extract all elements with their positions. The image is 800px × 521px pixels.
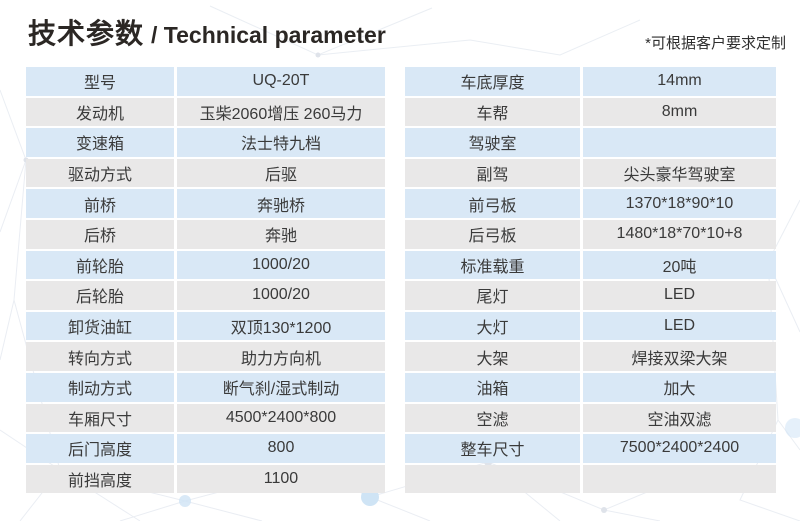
spec-value: 800 (177, 434, 385, 463)
spec-label: 车帮 (405, 97, 583, 127)
spec-value: 加大 (583, 372, 776, 402)
spec-label: 后门高度 (26, 434, 177, 463)
page-title-zh: 技术参数 (28, 18, 145, 49)
spec-label: 车底厚度 (405, 67, 583, 96)
spec-value: LED (583, 311, 776, 341)
spec-value: 奔驰桥 (177, 189, 385, 218)
spec-label: 前轮胎 (26, 250, 177, 280)
table-row: 副驾 尖头豪华驾驶室 (405, 158, 776, 188)
spec-label: 制动方式 (26, 372, 177, 402)
table-row: 车厢尺寸 4500*2400*800 (26, 403, 385, 433)
spec-value: 8mm (583, 97, 776, 127)
table-row (405, 464, 776, 494)
table-row: 油箱 加大 (405, 372, 776, 402)
spec-label: 发动机 (26, 97, 177, 127)
header: 技术参数 / Technical parameter *可根据客户要求定制 (0, 0, 800, 65)
spec-table-left: 型号 UQ-20T 发动机 玉柴2060增压 260马力 变速箱 法士特九档 驱动方式 后驱前… (26, 65, 385, 495)
table-row: 标准载重 20吨 (405, 250, 776, 280)
spec-table-right: 车底厚度 14mm 车帮 8mm 驾驶室 副驾 尖头豪华驾驶室 前弓板 1370*18*90*1… (405, 65, 776, 495)
spec-value: 1480*18*70*10+8 (583, 219, 776, 249)
spec-value: 双顶130*1200 (177, 311, 385, 341)
spec-value: UQ-20T (177, 67, 385, 96)
spec-label: 前桥 (26, 189, 177, 218)
spec-value: 后驱 (177, 158, 385, 188)
spec-value: 法士特九档 (177, 128, 385, 157)
spec-value: 焊接双梁大架 (583, 342, 776, 371)
table-row: 驱动方式 后驱 (26, 158, 385, 188)
table-row: 前轮胎 1000/20 (26, 250, 385, 280)
table-row: 大灯 LED (405, 311, 776, 341)
spec-label: 前弓板 (405, 189, 583, 218)
spec-value: 20吨 (583, 250, 776, 280)
spec-value (583, 464, 776, 494)
spec-value: 助力方向机 (177, 342, 385, 371)
table-row: 前挡高度 1100 (26, 464, 385, 494)
table-row: 前弓板 1370*18*90*10 (405, 189, 776, 218)
spec-label: 转向方式 (26, 342, 177, 371)
spec-value: 1100 (177, 464, 385, 494)
spec-label: 大灯 (405, 311, 583, 341)
table-row: 空滤 空油双滤 (405, 403, 776, 433)
spec-label: 空滤 (405, 403, 583, 433)
table-row: 转向方式 助力方向机 (26, 342, 385, 371)
spec-tables: 型号 UQ-20T 发动机 玉柴2060增压 260马力 变速箱 法士特九档 驱动方式 后驱前… (0, 65, 800, 495)
table-row: 制动方式 断气刹/湿式制动 (26, 372, 385, 402)
table-row: 车帮 8mm (405, 97, 776, 127)
table-row: 后桥 奔驰 (26, 219, 385, 249)
spec-value: 奔驰 (177, 219, 385, 249)
spec-value: 4500*2400*800 (177, 403, 385, 433)
spec-label: 前挡高度 (26, 464, 177, 494)
spec-label: 后弓板 (405, 219, 583, 249)
spec-value: 7500*2400*2400 (583, 434, 776, 463)
spec-value: LED (583, 281, 776, 310)
spec-value: 1000/20 (177, 250, 385, 280)
table-row: 尾灯 LED (405, 281, 776, 310)
spec-label: 后桥 (26, 219, 177, 249)
spec-value: 14mm (583, 67, 776, 96)
spec-value: 尖头豪华驾驶室 (583, 158, 776, 188)
table-row: 前桥 奔驰桥 (26, 189, 385, 218)
spec-label: 后轮胎 (26, 281, 177, 310)
table-row: 后弓板 1480*18*70*10+8 (405, 219, 776, 249)
spec-value: 1370*18*90*10 (583, 189, 776, 218)
table-row: 大架 焊接双梁大架 (405, 342, 776, 371)
spec-label: 副驾 (405, 158, 583, 188)
customization-note: *可根据客户要求定制 (645, 35, 786, 52)
table-row: 型号 UQ-20T (26, 67, 385, 96)
spec-label: 驱动方式 (26, 158, 177, 188)
table-row: 后轮胎 1000/20 (26, 281, 385, 310)
spec-label: 车厢尺寸 (26, 403, 177, 433)
spec-value: 玉柴2060增压 260马力 (177, 97, 385, 127)
spec-label (405, 464, 583, 494)
spec-label: 型号 (26, 67, 177, 96)
spec-value (583, 128, 776, 157)
spec-value: 断气刹/湿式制动 (177, 372, 385, 402)
spec-label: 标准载重 (405, 250, 583, 280)
spec-label: 驾驶室 (405, 128, 583, 157)
spec-value: 1000/20 (177, 281, 385, 310)
table-row: 驾驶室 (405, 128, 776, 157)
table-row: 整车尺寸 7500*2400*2400 (405, 434, 776, 463)
spec-label: 大架 (405, 342, 583, 371)
table-row: 变速箱 法士特九档 (26, 128, 385, 157)
table-row: 车底厚度 14mm (405, 67, 776, 96)
page-title: 技术参数 / Technical parameter (28, 17, 386, 56)
spec-value: 空油双滤 (583, 403, 776, 433)
page-title-en: / Technical parameter (151, 22, 386, 48)
spec-label: 油箱 (405, 372, 583, 402)
table-row: 卸货油缸 双顶130*1200 (26, 311, 385, 341)
spec-label: 卸货油缸 (26, 311, 177, 341)
spec-label: 变速箱 (26, 128, 177, 157)
spec-label: 整车尺寸 (405, 434, 583, 463)
table-row: 后门高度 800 (26, 434, 385, 463)
spec-label: 尾灯 (405, 281, 583, 310)
table-row: 发动机 玉柴2060增压 260马力 (26, 97, 385, 127)
